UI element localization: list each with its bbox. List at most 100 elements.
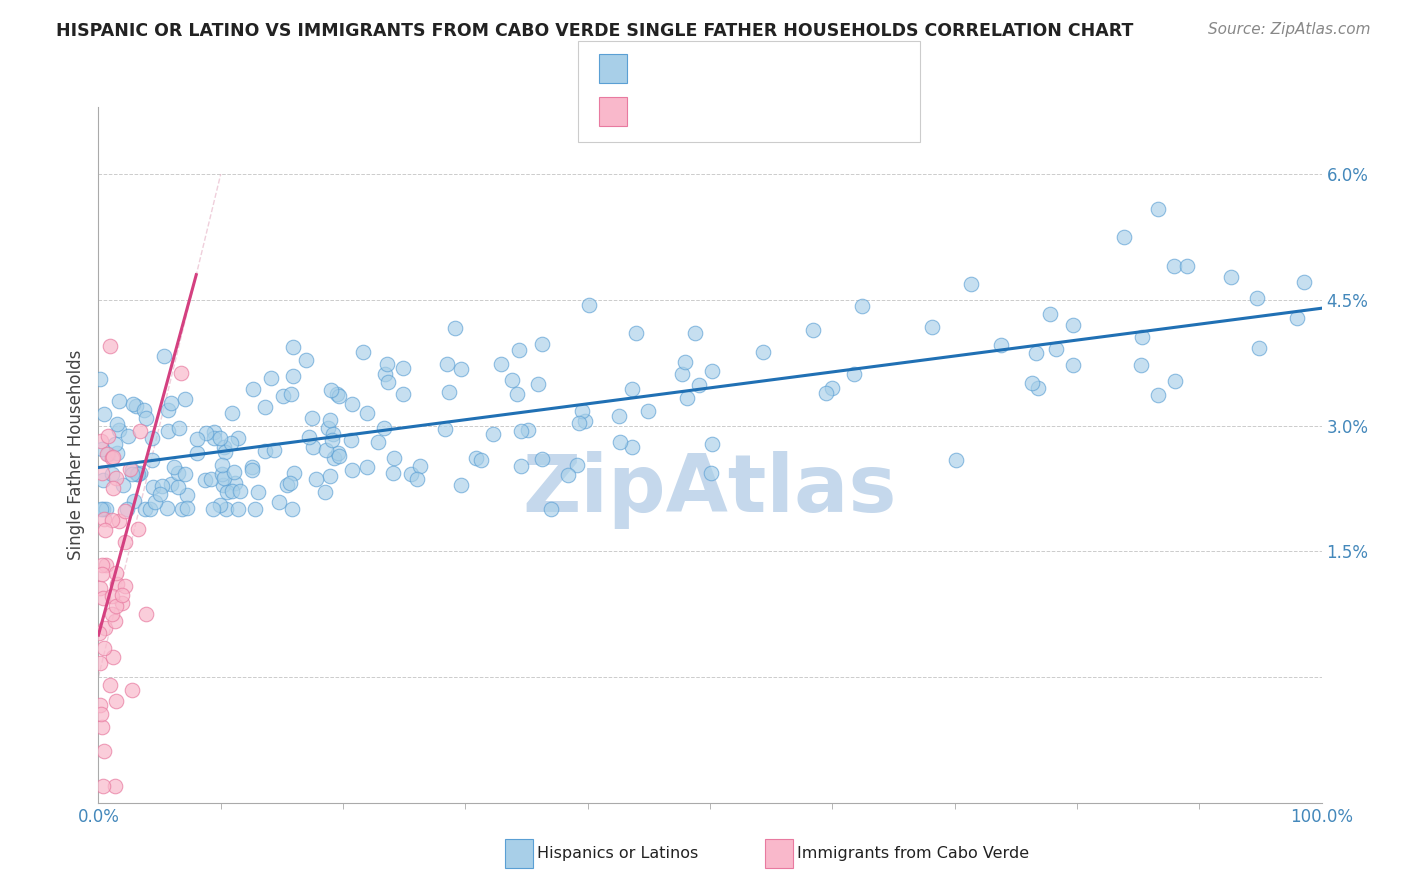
Point bbox=[568, 416, 591, 430]
Point bbox=[98, 338, 121, 352]
Point bbox=[842, 367, 865, 381]
Point bbox=[176, 488, 198, 502]
Point bbox=[212, 471, 235, 485]
Point bbox=[322, 427, 344, 442]
Text: R =: R = bbox=[636, 62, 671, 77]
Point bbox=[700, 364, 723, 378]
Point bbox=[321, 433, 343, 447]
Point bbox=[211, 467, 233, 482]
Point bbox=[141, 431, 163, 445]
Point bbox=[143, 494, 166, 508]
Point bbox=[280, 387, 302, 401]
Point bbox=[104, 599, 127, 613]
Point bbox=[1114, 230, 1136, 244]
Point bbox=[278, 476, 301, 491]
Point bbox=[240, 463, 263, 477]
Point bbox=[367, 435, 389, 450]
Point bbox=[115, 502, 138, 516]
Point bbox=[567, 458, 589, 472]
Point bbox=[101, 607, 124, 621]
Point bbox=[921, 319, 943, 334]
Point bbox=[571, 403, 593, 417]
Point bbox=[105, 694, 128, 708]
Point bbox=[105, 446, 128, 460]
Point bbox=[352, 345, 374, 359]
Point bbox=[436, 357, 458, 371]
Point bbox=[186, 432, 208, 446]
Point bbox=[319, 412, 342, 426]
Point bbox=[200, 472, 222, 486]
Point bbox=[319, 469, 342, 483]
Point bbox=[540, 502, 562, 516]
Point bbox=[328, 389, 350, 403]
Point bbox=[801, 323, 824, 337]
Point bbox=[222, 465, 245, 479]
Point bbox=[527, 376, 550, 391]
Point bbox=[215, 485, 238, 500]
Point bbox=[114, 579, 136, 593]
Point bbox=[89, 581, 111, 595]
Point bbox=[1292, 275, 1315, 289]
Text: 200: 200 bbox=[758, 62, 792, 77]
Point bbox=[1130, 330, 1153, 344]
Point bbox=[90, 434, 112, 448]
Point bbox=[139, 502, 162, 516]
Point bbox=[202, 502, 225, 516]
Point bbox=[482, 426, 505, 441]
Point bbox=[323, 451, 346, 466]
Point bbox=[124, 493, 146, 508]
Point bbox=[294, 352, 316, 367]
Point bbox=[240, 459, 263, 474]
Point bbox=[111, 596, 134, 610]
Point bbox=[132, 402, 155, 417]
Point bbox=[111, 588, 134, 602]
Point bbox=[305, 472, 328, 486]
Point bbox=[392, 361, 415, 376]
Point bbox=[91, 473, 114, 487]
Point bbox=[673, 355, 696, 369]
Point bbox=[281, 340, 304, 354]
Point bbox=[621, 382, 644, 396]
Point bbox=[501, 373, 523, 387]
Point bbox=[314, 484, 336, 499]
Point bbox=[121, 463, 143, 477]
Point bbox=[814, 385, 837, 400]
Point bbox=[247, 484, 270, 499]
Point bbox=[620, 440, 643, 454]
Point bbox=[87, 626, 110, 640]
Text: N =: N = bbox=[727, 104, 763, 120]
Point bbox=[224, 476, 246, 491]
Point bbox=[91, 558, 114, 572]
Point bbox=[156, 424, 179, 438]
Point bbox=[700, 466, 723, 480]
Text: 0.745: 0.745 bbox=[666, 62, 717, 77]
Point bbox=[506, 386, 529, 401]
Point bbox=[117, 428, 139, 442]
Point bbox=[127, 523, 149, 537]
Point bbox=[202, 431, 225, 445]
Point bbox=[170, 366, 193, 380]
Point bbox=[688, 378, 710, 392]
Text: R =: R = bbox=[636, 104, 671, 120]
Point bbox=[127, 467, 149, 482]
Point bbox=[90, 502, 112, 516]
Point bbox=[253, 400, 276, 414]
Point bbox=[242, 382, 264, 396]
Point bbox=[624, 326, 647, 340]
Point bbox=[260, 371, 283, 385]
Point bbox=[1164, 375, 1187, 389]
Point bbox=[91, 779, 114, 793]
Point bbox=[129, 425, 152, 439]
Point bbox=[1062, 359, 1084, 373]
Text: HISPANIC OR LATINO VS IMMIGRANTS FROM CABO VERDE SINGLE FATHER HOUSEHOLDS CORREL: HISPANIC OR LATINO VS IMMIGRANTS FROM CA… bbox=[56, 22, 1133, 40]
Point bbox=[1025, 346, 1047, 360]
Point bbox=[340, 397, 363, 411]
Point bbox=[152, 350, 174, 364]
Point bbox=[609, 435, 631, 450]
Point bbox=[508, 343, 530, 358]
Point bbox=[377, 375, 399, 389]
Point bbox=[91, 591, 114, 606]
Point bbox=[135, 411, 157, 425]
Point bbox=[97, 447, 120, 461]
Point bbox=[118, 462, 141, 476]
